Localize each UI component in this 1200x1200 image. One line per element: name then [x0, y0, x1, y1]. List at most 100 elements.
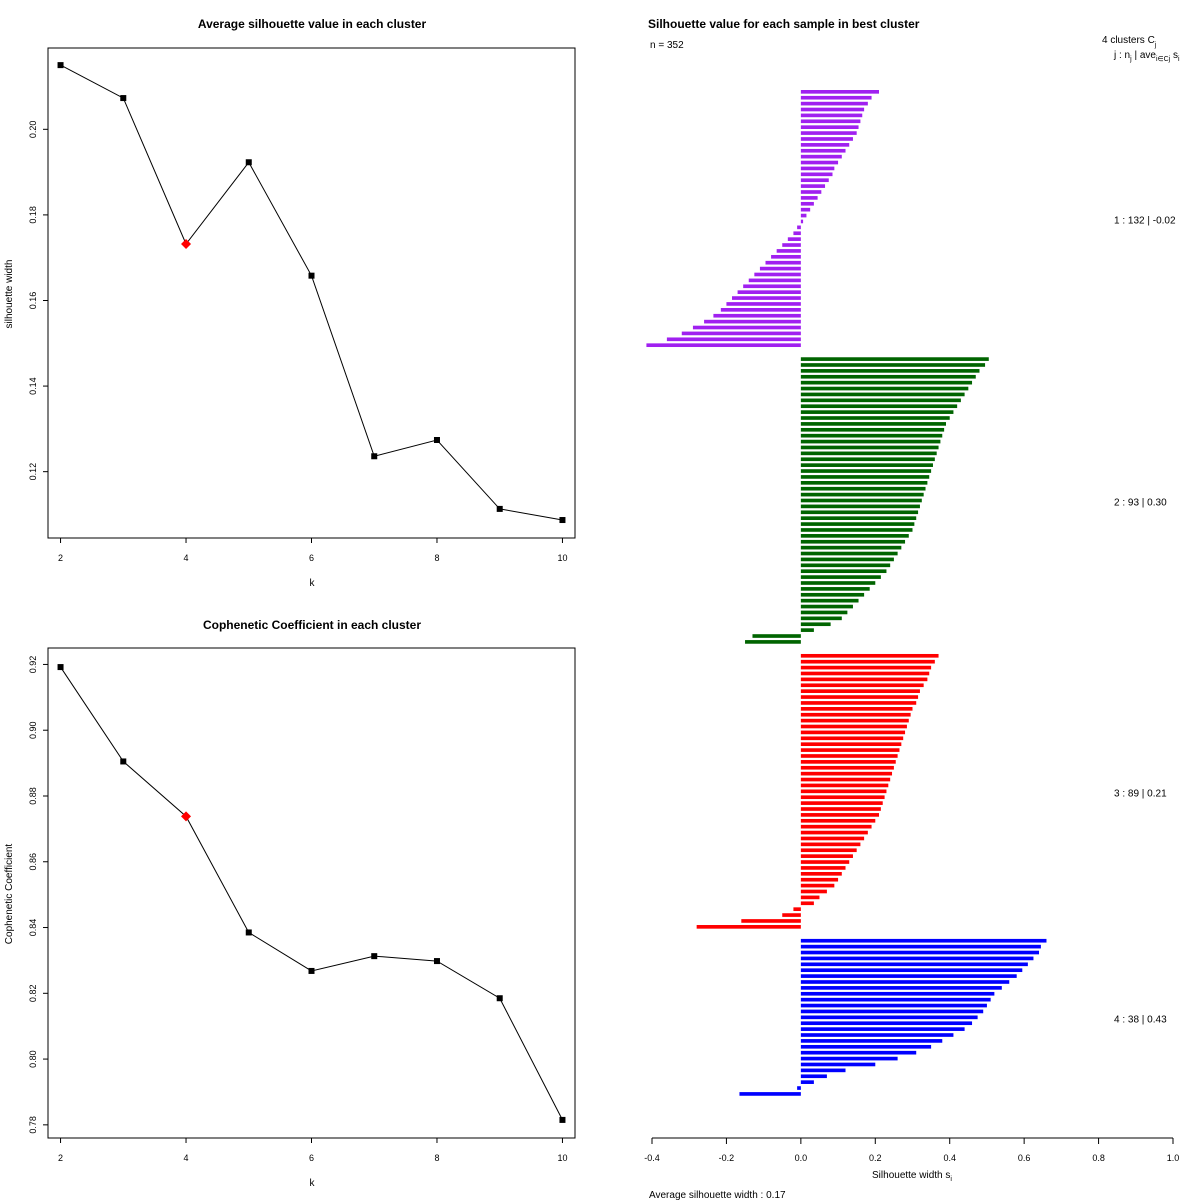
silhouette-bar-cluster-1: [800, 166, 835, 171]
silhouette-bar-cluster-2: [745, 640, 801, 644]
silhouette-bar-cluster-3: [800, 836, 865, 841]
silhouette-bar-cluster-3: [800, 659, 935, 664]
silhouette-bar-cluster-3: [793, 907, 801, 911]
cluster-label-3: 3 : 89 | 0.21: [1114, 788, 1167, 799]
silhouette-bar-cluster-2: [800, 392, 965, 397]
silhouette-bar-cluster-4: [800, 944, 1041, 949]
silhouette-bar-cluster-3: [800, 901, 814, 906]
silhouette-bar-cluster-3: [800, 818, 876, 823]
silhouette-bar-cluster-4: [800, 938, 1047, 943]
cophenetic-ytick-label: 0.92: [28, 656, 38, 674]
avg-silhouette-ytick-label: 0.14: [28, 377, 38, 395]
avg-silhouette-point: [371, 453, 378, 460]
silhouette-bar-cluster-2: [800, 581, 876, 585]
silhouette-bar-cluster-3: [696, 925, 801, 929]
cophenetic-panel: Cophenetic Coefficient in each cluster k…: [4, 618, 576, 1189]
silhouette-bar-cluster-2: [800, 575, 881, 579]
avg-silhouette-panel: Average silhouette value in each cluster…: [4, 17, 576, 589]
silhouette-bar-cluster-1: [793, 231, 801, 236]
silhouette-bar-cluster-2: [800, 551, 898, 556]
silhouette-bar-cluster-1: [800, 178, 829, 183]
silhouette-bar-cluster-4: [800, 1021, 973, 1026]
silhouette-bar-cluster-2: [800, 592, 865, 597]
silhouette-xticks: -0.4 -0.2 0.0 0.2 0.4 0.6 0.8 1.0: [644, 1138, 1179, 1163]
silhouette-bar-cluster-1: [732, 296, 801, 300]
silhouette-bar-cluster-2: [800, 433, 943, 438]
silhouette-bar-cluster-2: [800, 422, 946, 426]
silhouette-bar-cluster-4: [800, 1062, 876, 1067]
silhouette-bar-cluster-1: [726, 302, 801, 306]
avg-silhouette-ytick-label: 0.16: [28, 292, 38, 310]
silhouette-bar-cluster-2: [800, 451, 937, 456]
silhouette-bar-cluster-3: [800, 683, 924, 688]
silhouette-bar-cluster-3: [782, 913, 801, 917]
silhouette-samples-panel: Silhouette value for each sample in best…: [644, 17, 1180, 1200]
avg-silhouette-point: [496, 505, 503, 512]
silhouette-bar-cluster-1: [800, 113, 863, 118]
silhouette-bar-cluster-3: [800, 748, 900, 752]
cophenetic-point: [245, 929, 252, 936]
silhouette-bar-cluster-2: [800, 522, 915, 526]
silhouette-bar-cluster-3: [800, 801, 883, 805]
silhouette-bar-cluster-4: [800, 962, 1028, 967]
silhouette-bar-cluster-2: [800, 528, 913, 532]
silhouette-bar-cluster-4: [800, 950, 1040, 955]
silhouette-bar-cluster-3: [800, 871, 842, 876]
cophenetic-point-best-k: [181, 811, 192, 822]
silhouette-bar-cluster-3: [800, 830, 868, 835]
silhouette-bar-cluster-2: [800, 386, 969, 391]
cophenetic-point: [120, 758, 127, 765]
silhouette-bar-cluster-2: [800, 569, 887, 574]
silhouette-bar-cluster-3: [800, 671, 930, 676]
silhouette-bar-cluster-3: [800, 695, 919, 699]
silhouette-bar-cluster-2: [800, 587, 870, 591]
silhouette-bar-cluster-1: [797, 225, 801, 230]
cophenetic-ytick-label: 0.86: [28, 853, 38, 871]
silhouette-bar-cluster-4: [800, 956, 1034, 961]
silhouette-bars: [646, 90, 1047, 1096]
silhouette-bar-cluster-1: [800, 101, 868, 106]
silhouette-bar-cluster-2: [800, 616, 842, 621]
clusters-header-line1: 4 clusters Cj: [1102, 35, 1157, 49]
silhouette-xtick-label: -0.2: [719, 1153, 735, 1163]
silhouette-bar-cluster-2: [800, 439, 941, 444]
silhouette-bar-cluster-3: [800, 712, 911, 717]
silhouette-bar-cluster-2: [800, 534, 909, 538]
silhouette-bar-cluster-3: [800, 889, 827, 894]
avg-silhouette-xlabel: k: [310, 578, 316, 589]
avg-silhouette-point: [559, 517, 566, 524]
silhouette-bar-cluster-2: [800, 510, 919, 515]
silhouette-bar-cluster-1: [800, 196, 818, 200]
silhouette-xtick-label: 0.2: [869, 1153, 882, 1163]
silhouette-bar-cluster-2: [800, 416, 950, 420]
silhouette-bar-cluster-3: [800, 895, 820, 900]
cophenetic-title: Cophenetic Coefficient in each cluster: [203, 618, 421, 632]
silhouette-bar-cluster-3: [800, 854, 853, 858]
silhouette-bar-cluster-2: [800, 369, 980, 373]
silhouette-xlabel: Silhouette width si: [872, 1170, 952, 1183]
silhouette-bar-cluster-1: [771, 254, 801, 259]
silhouette-bar-cluster-3: [800, 813, 880, 817]
silhouette-bar-cluster-4: [800, 1009, 984, 1014]
silhouette-bar-cluster-1: [800, 90, 880, 94]
cophenetic-xtick-label: 6: [309, 1153, 314, 1163]
average-silhouette-width: Average silhouette width : 0.17: [649, 1190, 786, 1200]
silhouette-bar-cluster-3: [800, 730, 906, 735]
avg-silhouette-yticks: 0.12 0.14 0.16 0.18 0.20: [28, 121, 48, 480]
silhouette-bar-cluster-2: [800, 457, 935, 462]
silhouette-bar-cluster-4: [800, 1056, 898, 1061]
silhouette-bar-cluster-3: [800, 718, 909, 723]
silhouette-bar-cluster-3: [800, 677, 928, 682]
cophenetic-point: [371, 953, 378, 960]
silhouette-bar-cluster-2: [800, 445, 939, 450]
silhouette-bar-cluster-3: [800, 760, 896, 764]
silhouette-bar-cluster-1: [692, 325, 801, 330]
silhouette-bar-cluster-1: [666, 337, 801, 342]
silhouette-bar-cluster-2: [800, 610, 848, 615]
silhouette-bar-cluster-3: [800, 842, 861, 847]
silhouette-bar-cluster-1: [800, 95, 872, 100]
silhouette-xtick-label: 0.8: [1092, 1153, 1105, 1163]
silhouette-bar-cluster-3: [800, 653, 939, 658]
cophenetic-ytick-label: 0.90: [28, 721, 38, 739]
silhouette-bar-cluster-1: [800, 213, 807, 218]
